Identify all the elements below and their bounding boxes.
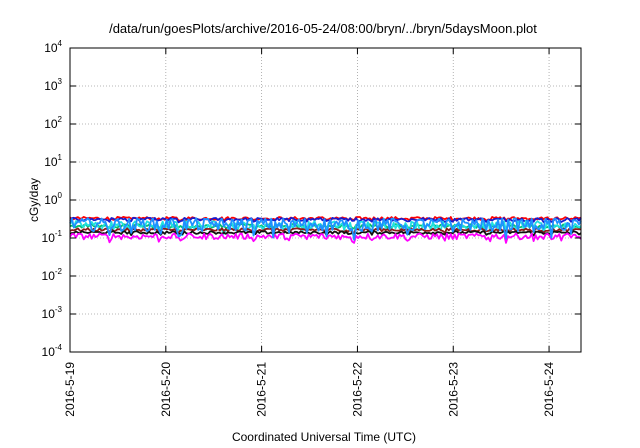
x-tick-label: 2016-5-23 xyxy=(446,362,460,417)
y-tick-label: 10-4 xyxy=(42,343,63,359)
x-tick-label: 2016-5-22 xyxy=(350,362,364,417)
ticks: 10-4 10-3 10-2 10-1 100 101 102 103 104 2016-5-19… xyxy=(42,39,581,417)
y-tick-label: 102 xyxy=(44,115,62,131)
y-axis-label: cGy/day xyxy=(27,178,41,222)
series-line xyxy=(69,232,582,244)
chart-title: /data/run/goesPlots/archive/2016-05-24/0… xyxy=(109,21,537,36)
y-tick-label: 103 xyxy=(44,77,62,93)
series-line xyxy=(69,217,582,241)
series-group xyxy=(69,216,582,244)
x-tick-label: 2016-5-20 xyxy=(159,362,173,417)
series-line xyxy=(69,216,582,224)
x-tick-label: 2016-5-21 xyxy=(255,362,269,417)
y-tick-label: 104 xyxy=(44,39,62,55)
x-axis-label: Coordinated Universal Time (UTC) xyxy=(232,430,416,444)
grid xyxy=(70,48,581,352)
y-tick-label: 10-3 xyxy=(42,305,63,321)
y-tick-label: 101 xyxy=(44,153,62,169)
y-tick-label: 10-1 xyxy=(42,229,63,245)
y-tick-label: 100 xyxy=(44,191,62,207)
x-tick-label: 2016-5-24 xyxy=(542,362,556,417)
x-tick-label: 2016-5-19 xyxy=(63,362,77,417)
y-tick-label: 10-2 xyxy=(42,267,63,283)
